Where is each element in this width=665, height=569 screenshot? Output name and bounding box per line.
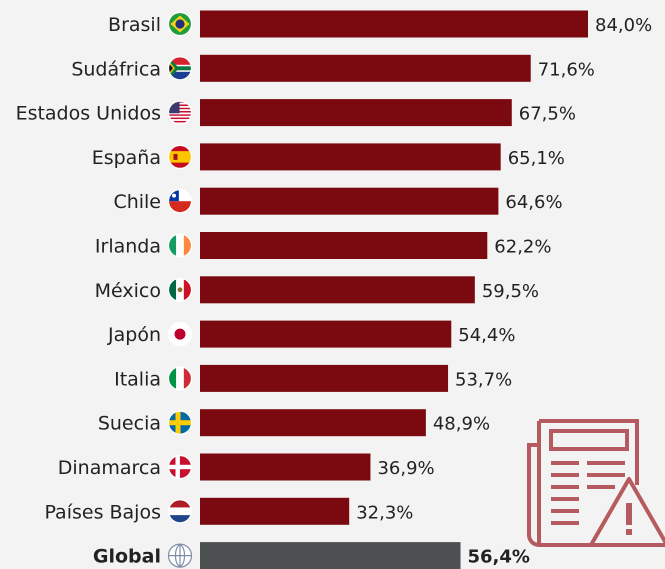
bar [200,364,449,392]
category-label: Japón [107,324,161,346]
bar [200,187,499,215]
bar [200,276,475,304]
spain-flag-icon [167,144,193,169]
mexico-flag-icon [167,277,193,302]
netherlands-flag-icon [167,499,193,524]
bar-row: Chile 64,6% [113,187,563,215]
value-label: 71,6% [538,59,595,80]
value-label: 53,7% [455,369,512,390]
bar-row: Brasil 84,0% [108,10,652,38]
chile-flag-icon [167,189,193,214]
category-label: Irlanda [95,236,161,258]
value-label: 67,5% [519,104,576,125]
bar-row: Global 56,4% [93,542,530,569]
value-label: 65,1% [508,148,565,169]
category-label: México [95,280,161,302]
japan-flag-icon [167,322,193,347]
value-label: 48,9% [433,414,490,435]
category-label: Italia [114,368,161,390]
category-label: Chile [113,191,161,213]
bar [200,409,426,437]
value-label: 59,5% [482,281,539,302]
value-label: 32,3% [356,502,413,523]
bar-row: Suecia 48,9% [98,409,490,437]
value-label: 54,4% [458,325,515,346]
bar-row: Italia 53,7% [114,364,512,392]
brazil-flag-icon [167,11,193,37]
bar [200,497,350,525]
category-label: Brasil [108,14,161,36]
bar-row: España 65,1% [92,143,565,171]
italy-flag-icon [167,366,193,391]
category-label: España [92,147,161,169]
value-label: 84,0% [595,15,652,36]
bar [200,232,488,259]
category-label: Estados Unidos [16,103,161,125]
bar-row: Irlanda 62,2% [95,232,551,259]
bar [200,143,501,171]
category-label: Sudáfrica [71,58,161,80]
value-label: 64,6% [505,192,562,213]
bar-row: Sudáfrica 71,6% [71,54,595,82]
category-label: Suecia [98,413,161,435]
bar-row: Dinamarca 36,9% [58,453,435,481]
bar-row: México 59,5% [95,276,539,304]
bar-row: Estados Unidos 67,5% [16,99,576,127]
bar-row: Japón 54,4% [107,320,515,348]
south-africa-flag-icon [167,56,193,81]
bar [200,320,452,348]
bar [200,453,371,481]
usa-flag-icon [167,100,193,125]
bar-row: Países Bajos 32,3% [44,497,413,525]
value-label: 36,9% [377,458,434,479]
bar [200,99,512,127]
sweden-flag-icon [167,410,193,435]
bar [200,54,531,82]
bar [200,10,588,38]
denmark-flag-icon [167,454,193,480]
globe-icon [167,543,193,568]
fake-news-warning-icon [527,419,665,548]
category-label: Países Bajos [44,501,161,523]
ireland-flag-icon [167,233,193,258]
value-label: 62,2% [494,237,551,258]
bar [200,542,461,569]
category-label: Dinamarca [58,457,161,479]
value-label: 56,4% [468,547,530,568]
category-label: Global [93,546,161,568]
